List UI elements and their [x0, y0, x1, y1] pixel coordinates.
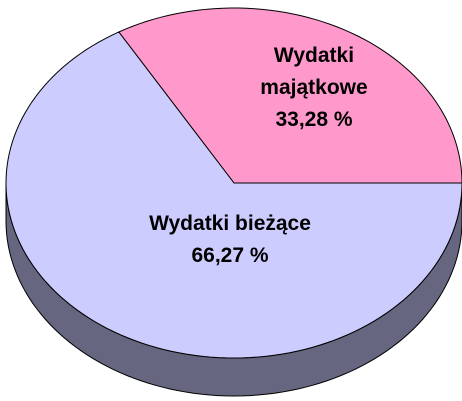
slice-name: Wydatki bieżące [149, 212, 311, 235]
slice-label: Wydatki majątkowe 33,28 % [244, 40, 384, 136]
slice-name: Wydatki majątkowe [260, 44, 368, 99]
slice-value: 66,27 % [191, 244, 269, 267]
pie-slice [118, 7, 462, 184]
slice-label: Wydatki bieżące 66,27 % [100, 208, 360, 272]
slice-value: 33,28 % [275, 108, 353, 131]
pie-slice [5, 31, 462, 359]
